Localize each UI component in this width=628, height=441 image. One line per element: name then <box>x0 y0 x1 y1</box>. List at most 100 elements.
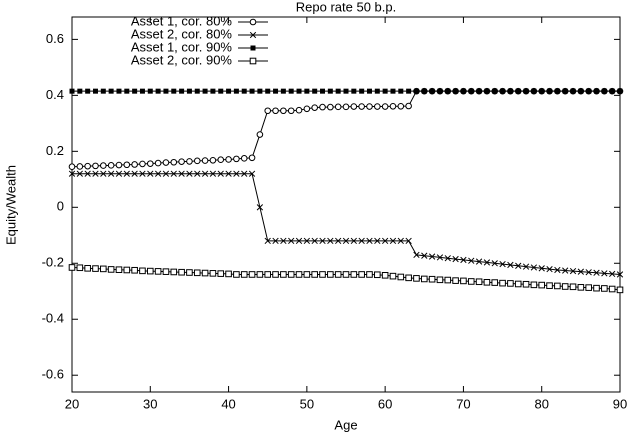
marker <box>421 252 428 259</box>
marker <box>69 88 75 94</box>
marker <box>452 255 459 263</box>
marker <box>154 268 162 275</box>
marker <box>233 88 239 94</box>
marker <box>273 88 279 94</box>
marker <box>522 263 530 270</box>
marker <box>327 88 333 94</box>
y-axis-label: Equity/Wealth <box>3 165 18 245</box>
marker <box>287 271 295 278</box>
marker <box>609 270 616 278</box>
marker <box>342 271 350 278</box>
marker <box>406 88 412 94</box>
y-tick-label: 0.2 <box>46 143 64 158</box>
marker <box>515 262 522 269</box>
marker <box>358 103 365 110</box>
marker <box>201 157 209 164</box>
marker <box>217 270 225 277</box>
marker <box>374 271 381 279</box>
marker <box>577 284 585 291</box>
marker <box>617 88 623 94</box>
marker <box>155 88 161 94</box>
marker <box>194 170 201 177</box>
marker <box>413 251 420 259</box>
marker <box>76 170 83 177</box>
marker <box>295 237 303 245</box>
marker <box>162 159 170 166</box>
x-tick-label: 40 <box>221 396 235 411</box>
legend-label: Asset 2, cor. 90% <box>131 52 233 67</box>
marker <box>210 88 216 94</box>
marker <box>491 260 498 267</box>
marker <box>272 107 279 115</box>
marker <box>593 284 600 292</box>
marker <box>186 158 193 165</box>
marker <box>218 88 224 94</box>
marker <box>256 204 264 211</box>
marker <box>554 88 560 94</box>
marker <box>146 160 154 167</box>
x-tick-label: 60 <box>378 396 392 411</box>
marker <box>374 88 380 94</box>
marker <box>170 268 178 276</box>
y-tick-label: 0.6 <box>46 31 64 46</box>
marker <box>335 88 341 94</box>
marker <box>460 277 467 285</box>
marker <box>538 281 546 289</box>
marker <box>452 277 459 284</box>
marker <box>397 237 404 245</box>
marker <box>100 265 107 273</box>
marker <box>248 170 256 177</box>
marker <box>499 279 506 287</box>
marker <box>554 282 561 290</box>
marker <box>272 271 279 278</box>
marker <box>312 88 318 94</box>
marker <box>107 266 115 273</box>
marker <box>256 131 264 138</box>
marker <box>319 103 326 111</box>
marker <box>100 88 106 94</box>
marker <box>170 158 178 166</box>
marker <box>437 88 443 94</box>
marker <box>616 271 624 278</box>
marker <box>123 266 131 274</box>
series-line <box>72 173 621 275</box>
marker <box>123 170 130 177</box>
marker <box>178 158 185 165</box>
marker <box>514 280 522 288</box>
marker <box>539 88 545 94</box>
marker <box>131 170 138 177</box>
marker <box>248 271 256 278</box>
marker <box>201 269 209 277</box>
marker <box>420 275 428 283</box>
marker <box>366 271 373 278</box>
legend-label: Asset 1, cor. 90% <box>131 39 233 54</box>
marker <box>342 103 350 111</box>
marker <box>162 268 170 275</box>
marker <box>202 88 208 94</box>
marker <box>358 237 365 245</box>
marker <box>405 102 412 110</box>
marker <box>319 271 326 278</box>
marker <box>444 255 451 262</box>
marker <box>586 88 592 94</box>
marker <box>343 88 349 94</box>
marker <box>436 254 444 261</box>
marker <box>522 280 530 288</box>
marker <box>327 271 334 278</box>
marker <box>390 88 396 94</box>
marker <box>108 88 114 94</box>
marker <box>311 237 318 245</box>
marker <box>257 88 263 94</box>
marker <box>280 88 286 94</box>
marker <box>296 88 302 94</box>
marker <box>264 237 271 245</box>
marker <box>186 269 193 276</box>
marker <box>124 88 130 94</box>
y-tick-label: 0.4 <box>46 87 64 102</box>
marker <box>398 88 404 94</box>
marker <box>382 88 388 94</box>
y-tick-label: -0.6 <box>42 367 64 382</box>
marker <box>100 162 107 169</box>
marker <box>139 160 146 168</box>
marker <box>358 271 365 278</box>
